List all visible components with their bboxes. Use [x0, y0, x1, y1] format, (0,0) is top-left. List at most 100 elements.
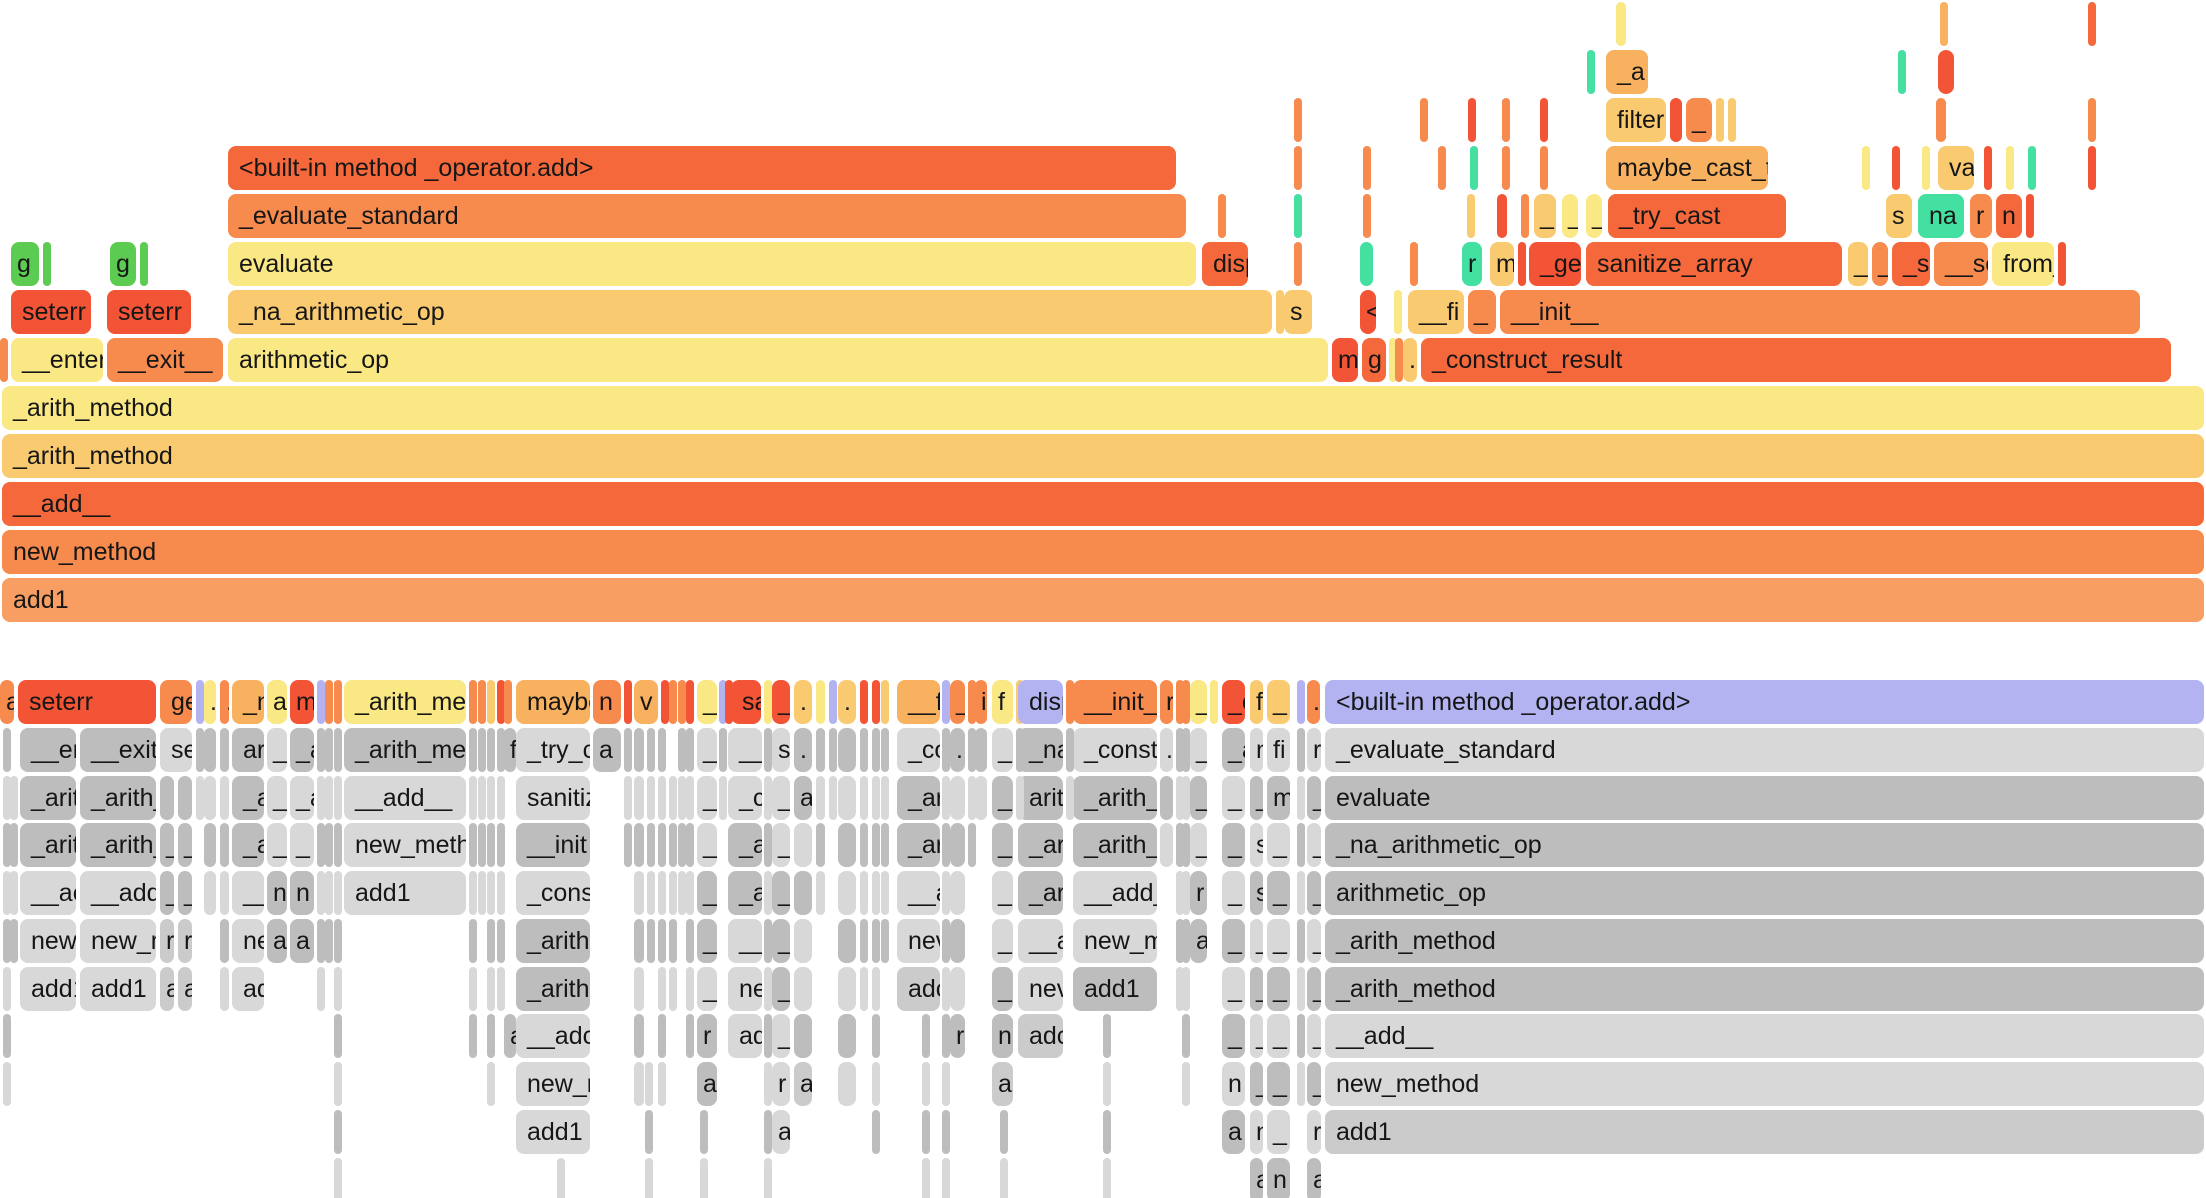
flame-frame[interactable]: __add — [80, 871, 156, 915]
flame-frame[interactable]: _evaluate_standard — [228, 194, 1186, 238]
flame-frame[interactable]: _ — [1222, 967, 1245, 1011]
flame-frame[interactable]: n — [1250, 1110, 1263, 1154]
flame-frame[interactable] — [872, 776, 880, 820]
flame-frame[interactable] — [1182, 823, 1190, 867]
flame-frame[interactable]: r — [160, 919, 174, 963]
flame-frame[interactable]: new_method — [2, 530, 2204, 574]
flame-frame[interactable]: arithmetic_op — [228, 338, 1328, 382]
flame-frame[interactable] — [140, 242, 148, 286]
flame-frame[interactable] — [3, 776, 11, 820]
flame-frame[interactable]: r — [1307, 1110, 1321, 1154]
flame-frame[interactable] — [860, 823, 868, 867]
flame-frame[interactable] — [3, 871, 11, 915]
flame-frame[interactable]: add1 — [80, 967, 156, 1011]
flame-frame[interactable] — [1103, 1014, 1111, 1058]
flame-frame[interactable] — [1103, 1062, 1111, 1106]
flame-frame[interactable] — [686, 919, 694, 963]
flame-frame[interactable] — [334, 919, 342, 963]
flame-frame[interactable] — [634, 776, 644, 820]
flame-frame[interactable] — [686, 967, 694, 1011]
flame-frame[interactable]: g — [110, 242, 136, 286]
flame-frame[interactable] — [1587, 50, 1595, 94]
flame-frame[interactable] — [497, 967, 505, 1011]
flame-frame[interactable] — [764, 919, 772, 963]
flame-frame[interactable] — [764, 1110, 772, 1154]
flame-frame[interactable] — [942, 728, 950, 772]
flame-frame[interactable] — [872, 871, 880, 915]
flame-frame[interactable] — [1394, 290, 1402, 334]
flame-frame[interactable] — [634, 919, 644, 963]
flame-frame[interactable]: <built-in method _operator.add> — [1325, 680, 2204, 724]
flame-frame[interactable]: seterr — [18, 680, 156, 724]
flame-frame[interactable] — [1670, 98, 1682, 142]
flame-frame[interactable] — [647, 919, 655, 963]
flame-frame[interactable] — [686, 1014, 694, 1058]
flame-frame[interactable]: __ — [232, 871, 264, 915]
flame-frame[interactable]: n — [267, 871, 287, 915]
flame-frame[interactable]: new_method — [1325, 1062, 2204, 1106]
flame-frame[interactable] — [764, 1062, 772, 1106]
flame-frame[interactable]: _ — [1586, 194, 1602, 238]
flame-frame[interactable] — [942, 776, 950, 820]
flame-frame[interactable]: _ — [772, 776, 790, 820]
flame-frame[interactable] — [478, 680, 486, 724]
flame-frame[interactable]: _ — [1222, 919, 1245, 963]
flame-frame[interactable]: a — [1250, 1158, 1263, 1198]
flame-frame[interactable] — [487, 871, 495, 915]
flame-frame[interactable]: seterr — [11, 290, 91, 334]
flame-frame[interactable] — [816, 728, 825, 772]
flame-frame[interactable] — [950, 823, 965, 867]
flame-frame[interactable]: seterr — [107, 290, 191, 334]
flame-frame[interactable] — [10, 919, 18, 963]
flame-frame[interactable]: _ — [992, 967, 1013, 1011]
flame-frame[interactable] — [325, 823, 333, 867]
flame-frame[interactable]: __a — [1018, 919, 1063, 963]
flame-frame[interactable]: _a — [1222, 728, 1245, 772]
flame-frame[interactable] — [1497, 194, 1507, 238]
flame-frame[interactable]: _arith_ — [1073, 776, 1157, 820]
flame-frame[interactable]: _ — [267, 776, 287, 820]
flame-frame[interactable] — [872, 1014, 880, 1058]
flame-frame[interactable] — [487, 823, 495, 867]
flame-frame[interactable] — [1984, 146, 1992, 190]
flame-frame[interactable]: _a — [232, 823, 264, 867]
flame-frame[interactable] — [829, 680, 837, 724]
flame-frame[interactable]: _s — [1892, 242, 1930, 286]
flame-frame[interactable]: maybe — [516, 680, 590, 724]
flame-frame[interactable]: _ar — [897, 823, 940, 867]
flame-frame[interactable]: add1 — [2, 578, 2204, 622]
flame-frame[interactable] — [1182, 680, 1190, 724]
flame-frame[interactable]: m — [1490, 242, 1514, 286]
flame-frame[interactable]: r — [1190, 871, 1207, 915]
flame-frame[interactable] — [647, 871, 655, 915]
flame-frame[interactable]: _ — [1307, 919, 1321, 963]
flame-frame[interactable]: _ar — [897, 776, 940, 820]
flame-frame[interactable]: . — [1160, 728, 1173, 772]
flame-frame[interactable] — [1176, 967, 1184, 1011]
flame-frame[interactable]: _ — [1250, 1062, 1263, 1106]
flame-frame[interactable]: _arith_me — [344, 680, 466, 724]
flame-frame[interactable] — [678, 680, 686, 724]
flame-frame[interactable]: g — [11, 242, 39, 286]
flame-frame[interactable] — [719, 728, 727, 772]
flame-frame[interactable] — [1294, 98, 1302, 142]
flame-frame[interactable]: disp — [1018, 680, 1063, 724]
flame-frame[interactable] — [204, 823, 216, 867]
flame-frame[interactable]: _ — [772, 919, 790, 963]
flame-frame[interactable]: add1 — [516, 1110, 590, 1154]
flame-frame[interactable] — [196, 680, 204, 724]
flame-frame[interactable]: new_m — [80, 919, 156, 963]
flame-frame[interactable]: maybe_cast_t — [1606, 146, 1768, 190]
flame-frame[interactable] — [1218, 194, 1226, 238]
flame-frame[interactable] — [922, 1158, 930, 1198]
flame-frame[interactable] — [1518, 242, 1526, 286]
flame-frame[interactable]: f — [992, 680, 1013, 724]
flame-frame[interactable]: _ — [1250, 967, 1263, 1011]
flame-frame[interactable] — [1182, 1014, 1190, 1058]
flame-frame[interactable]: ad — [232, 967, 264, 1011]
flame-frame[interactable]: _ — [1267, 967, 1290, 1011]
flame-frame[interactable]: r — [1462, 242, 1482, 286]
flame-frame[interactable] — [658, 919, 666, 963]
flame-frame[interactable] — [325, 728, 333, 772]
